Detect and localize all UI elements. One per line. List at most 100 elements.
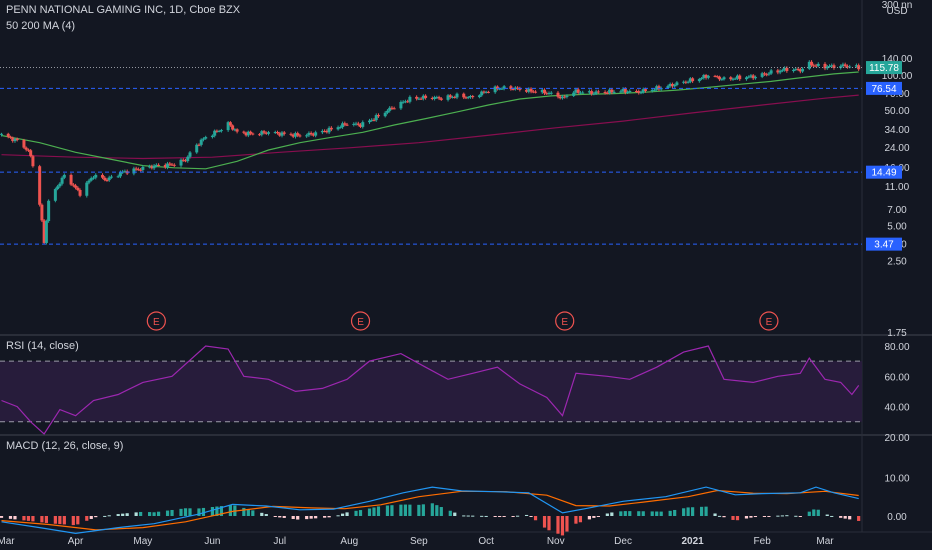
candle-body [251,133,255,135]
macd-histogram-bar [408,504,412,516]
rsi-band-fill [0,361,862,422]
macd-histogram-bar [282,516,286,518]
candle-body [201,138,205,140]
candle-body [179,159,183,166]
macd-histogram-bar [323,516,327,518]
candle-body [547,93,551,95]
candle-body [590,91,594,94]
candle-body [466,97,470,99]
macd-histogram-bar [314,516,318,519]
time-axis-tick: Feb [754,536,772,547]
candle-body [612,91,616,93]
candle-body [794,68,798,70]
price-axis-label: 115.78 [869,63,899,74]
time-axis-tick: Aug [340,536,358,547]
candle-body [637,91,641,93]
candle-body [40,204,44,221]
candle-body [823,63,827,69]
candle-body [713,75,717,77]
candle-body [610,89,614,93]
candle-body [578,92,582,94]
candle-body [15,138,19,141]
time-axis-tick: 2021 [681,536,704,547]
earnings-marker [759,311,779,331]
macd-histogram-bar [565,516,569,532]
macd-histogram-bar [498,516,502,517]
macd-histogram-bar [53,516,57,524]
macd-histogram-bar [484,515,488,517]
macd-histogram-bar [655,511,659,516]
macd-histogram-bar [471,515,475,517]
time-axis-tick: Apr [68,536,84,547]
price-axis-label: 3.47 [874,240,894,251]
macd-histogram-bar [264,514,268,516]
candle-body [246,131,250,136]
candle-body [587,91,591,93]
macd-histogram-bar [148,512,152,516]
macd-histogram-bar [228,505,232,516]
macd-histogram-bar [560,516,565,536]
candle-body [235,129,239,132]
candle-body [74,185,78,188]
macd-histogram-bar [22,516,26,521]
candle-body [563,96,567,98]
price-axis-tick: 50.00 [884,106,909,117]
candle-body [264,132,268,134]
earnings-marker [146,311,166,331]
macd-histogram-bar [592,516,596,518]
price-axis-tick: 1.75 [887,328,907,339]
candle-body [650,90,654,92]
macd-histogram-bar [691,507,695,516]
candle-body [626,92,630,94]
candle-body [415,96,419,99]
macd-histogram-bar [183,508,188,516]
candle-body [435,97,439,99]
candle-body [812,65,816,67]
macd-histogram-bar [156,511,161,516]
candle-body [621,88,625,92]
candle-body [545,93,549,95]
ma-legend[interactable]: 50 200 MA (4) [6,20,76,32]
macd-line [1,486,859,535]
candle-body [451,96,455,98]
macd-histogram-bar [403,504,408,516]
macd-histogram-bar [623,511,627,516]
candle-body [38,166,42,205]
macd-histogram-bar [139,511,143,516]
candle-body [359,124,363,127]
macd-histogram-bar [848,516,852,520]
candle-body [262,131,266,133]
price-axis-label-box [866,165,902,179]
candle-body [722,77,726,80]
macd-legend[interactable]: MACD (12, 26, close, 9) [6,440,124,452]
macd-histogram-bar [533,516,538,521]
price-axis-tick: 24.00 [884,143,909,154]
candle-body [565,95,569,97]
candle-body [525,89,529,92]
candle-body [157,164,161,166]
candle-body [289,133,293,135]
rsi-legend[interactable]: RSI (14, close) [6,340,79,352]
macd-histogram-bar [641,511,645,516]
candle-body [186,156,190,162]
price-axis-tick: 2.50 [887,257,907,268]
candle-body [105,180,109,182]
candle-body [518,88,522,90]
candle-body [814,65,818,67]
candle-body [767,73,771,75]
macd-histogram-bar [807,511,811,516]
candle-body [311,134,315,136]
macd-histogram-bar [219,506,224,516]
candle-body [291,134,295,137]
candle-body [109,176,113,178]
candle-body [477,95,481,98]
candle-body [605,92,609,94]
candle-body [744,77,748,80]
macd-histogram-bar [13,516,17,520]
candle-body [276,132,280,134]
macd-histogram-bar [453,512,457,516]
macd-histogram-bar [152,512,156,516]
price-axis-tick: 140.00 [882,54,913,65]
symbol-legend[interactable]: PENN NATIONAL GAMING INC, 1D, Cboe BZX [6,4,241,16]
